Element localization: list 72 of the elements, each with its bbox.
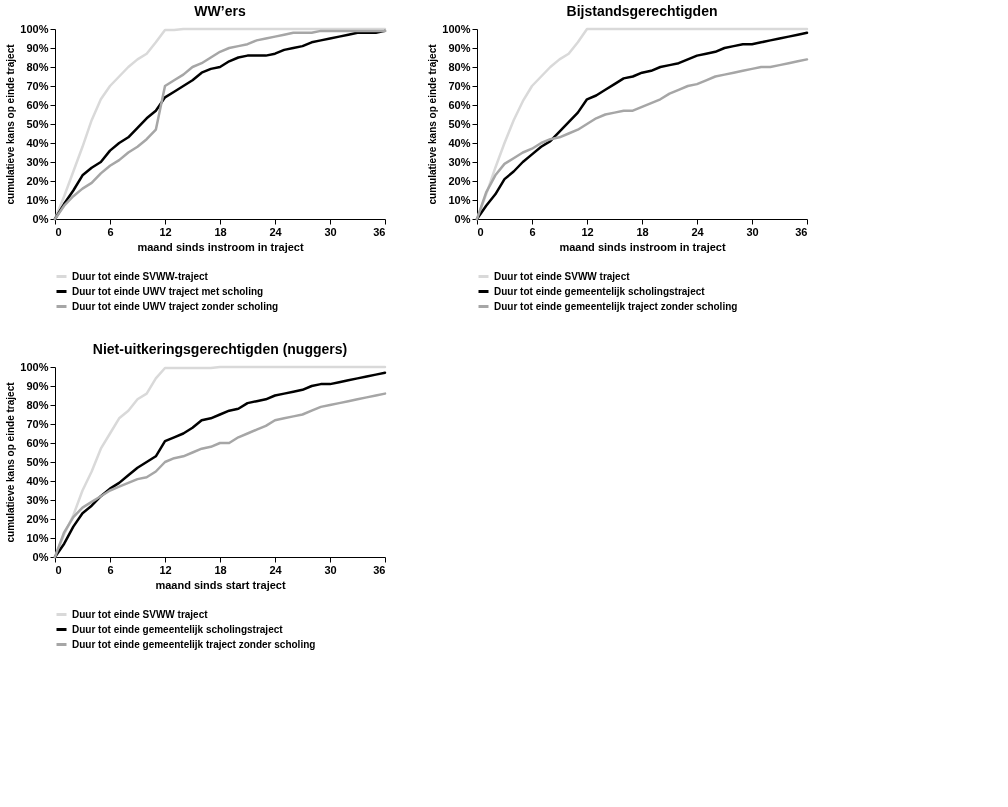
x-tick-label: 24 <box>691 225 705 238</box>
x-tick-label: 6 <box>529 225 536 238</box>
x-tick-label: 0 <box>55 225 62 238</box>
x-tick-label: 30 <box>324 563 337 576</box>
x-axis-title: maand sinds start traject <box>155 578 286 591</box>
x-tick-label: 12 <box>159 563 172 576</box>
legend-label: Duur tot einde SVWW-traject <box>72 270 209 282</box>
x-tick-label: 0 <box>55 563 62 576</box>
x-axis-title: maand sinds instroom in traject <box>559 240 726 253</box>
y-tick-label: 20% <box>26 174 49 187</box>
x-tick-label: 0 <box>477 225 484 238</box>
y-tick-label: 80% <box>448 60 471 73</box>
y-tick-label: 50% <box>26 455 49 468</box>
chart-title: Bijstandsgerechtigden <box>566 3 718 19</box>
x-tick-label: 6 <box>107 225 114 238</box>
y-tick-label: 10% <box>26 531 49 544</box>
y-tick-label: 90% <box>26 41 49 54</box>
y-tick-label: 90% <box>26 379 49 392</box>
y-tick-label: 100% <box>20 360 49 373</box>
y-tick-label: 40% <box>26 136 49 149</box>
x-tick-label: 18 <box>636 225 649 238</box>
y-tick-label: 60% <box>26 98 49 111</box>
x-tick-label: 30 <box>746 225 759 238</box>
y-tick-label: 0% <box>454 212 471 225</box>
chart-title: Niet-uitkeringsgerechtigden (nuggers) <box>92 341 348 357</box>
y-tick-label: 80% <box>26 60 49 73</box>
legend-label: Duur tot einde gemeentelijk scholingstraject <box>72 623 284 635</box>
y-tick-label: 40% <box>26 474 49 487</box>
legend-label: Duur tot einde UWV traject zonder scholing <box>72 300 279 312</box>
y-tick-label: 0% <box>32 550 49 563</box>
x-tick-label: 36 <box>373 225 386 238</box>
y-tick-label: 30% <box>26 493 49 506</box>
y-tick-label: 30% <box>448 155 471 168</box>
y-tick-label: 100% <box>20 22 49 35</box>
legend-label: Duur tot einde UWV traject met scholing <box>72 285 264 297</box>
x-axis-title: maand sinds instroom in traject <box>137 240 304 253</box>
x-tick-label: 12 <box>581 225 594 238</box>
y-axis-title: cumulatieve kans op einde traject <box>5 43 17 205</box>
y-tick-label: 50% <box>448 117 471 130</box>
legend-label: Duur tot einde gemeentelijk traject zonder scholing <box>494 300 738 312</box>
legend-label: Duur tot einde SVWW traject <box>494 270 631 282</box>
y-tick-label: 90% <box>448 41 471 54</box>
y-tick-label: 60% <box>448 98 471 111</box>
y-tick-label: 10% <box>448 193 471 206</box>
y-tick-label: 50% <box>26 117 49 130</box>
y-tick-label: 80% <box>26 398 49 411</box>
x-tick-label: 24 <box>269 563 283 576</box>
y-tick-label: 20% <box>26 512 49 525</box>
y-tick-label: 60% <box>26 436 49 449</box>
legend-label: Duur tot einde SVWW traject <box>72 608 209 620</box>
x-tick-label: 24 <box>269 225 283 238</box>
y-axis-title: cumulatieve kans op einde traject <box>427 43 439 205</box>
y-tick-label: 30% <box>26 155 49 168</box>
legend-label: Duur tot einde gemeentelijk traject zonder scholing <box>72 638 316 650</box>
y-tick-label: 100% <box>442 22 471 35</box>
y-tick-label: 70% <box>448 79 471 92</box>
y-tick-label: 20% <box>448 174 471 187</box>
x-tick-label: 12 <box>159 225 172 238</box>
y-tick-label: 10% <box>26 193 49 206</box>
y-axis-title: cumulatieve kans op einde traject <box>5 381 17 543</box>
x-tick-label: 36 <box>373 563 386 576</box>
y-tick-label: 0% <box>32 212 49 225</box>
y-tick-label: 40% <box>448 136 471 149</box>
x-tick-label: 18 <box>214 225 227 238</box>
y-tick-label: 70% <box>26 417 49 430</box>
x-tick-label: 30 <box>324 225 337 238</box>
x-tick-label: 36 <box>795 225 808 238</box>
chart-title: WW’ers <box>194 3 246 19</box>
legend-label: Duur tot einde gemeentelijk scholingstraject <box>494 285 706 297</box>
x-tick-label: 18 <box>214 563 227 576</box>
x-tick-label: 6 <box>107 563 114 576</box>
y-tick-label: 70% <box>26 79 49 92</box>
